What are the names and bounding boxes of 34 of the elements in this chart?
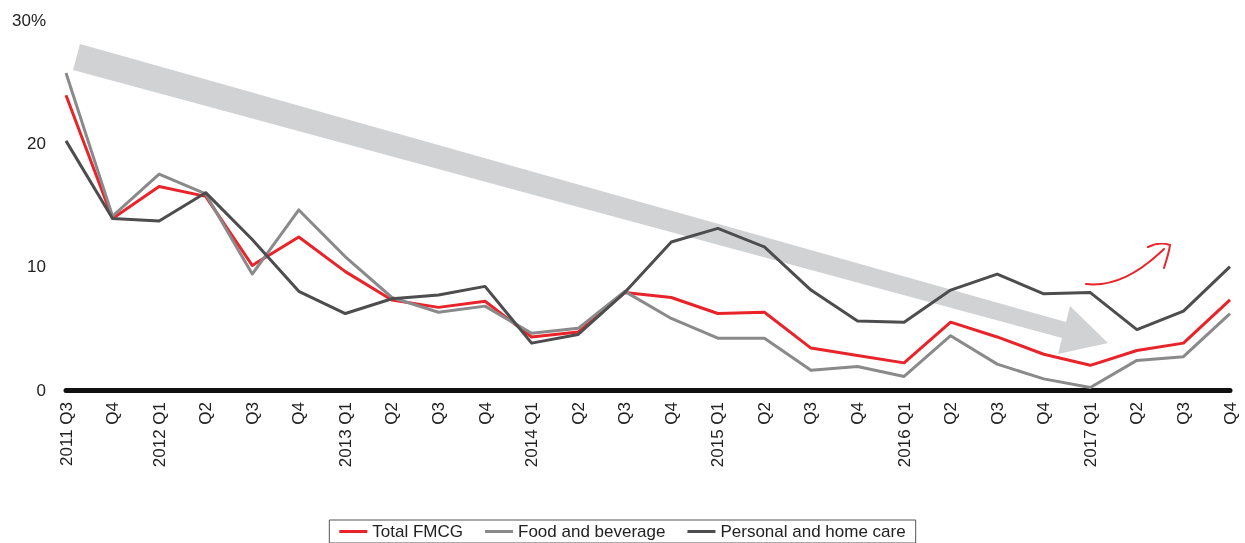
x-tick-label: Q4 bbox=[661, 402, 681, 425]
x-tick-label: 2015 Q1 bbox=[708, 402, 728, 468]
x-tick-label: Q2 bbox=[1127, 402, 1147, 425]
x-tick-label: 2014 Q1 bbox=[522, 402, 542, 468]
legend-label: Food and beverage bbox=[518, 522, 666, 541]
x-tick-label: Q2 bbox=[754, 402, 774, 425]
x-tick-label: 2012 Q1 bbox=[149, 402, 169, 468]
y-tick-label: 10 bbox=[27, 257, 46, 277]
x-tick-label: Q3 bbox=[615, 402, 635, 425]
x-tick-label: Q3 bbox=[987, 402, 1007, 425]
x-tick-label: Q2 bbox=[568, 402, 588, 425]
x-tick-label: 2017 Q1 bbox=[1080, 402, 1100, 468]
x-tick-label: Q2 bbox=[196, 402, 216, 425]
y-tick-label: 20 bbox=[27, 133, 46, 153]
x-tick-label: Q3 bbox=[1173, 402, 1193, 425]
x-tick-label: Q4 bbox=[475, 402, 495, 425]
x-tick-label: Q4 bbox=[289, 402, 309, 425]
x-tick-label: 2013 Q1 bbox=[335, 402, 355, 468]
x-tick-label: Q4 bbox=[1034, 402, 1054, 425]
line-series bbox=[64, 139, 1232, 345]
x-tick-label: Q3 bbox=[428, 402, 448, 425]
y-tick-label: 0 bbox=[36, 380, 46, 400]
x-tick-label: Q4 bbox=[103, 402, 123, 425]
x-tick-label: Q2 bbox=[382, 402, 402, 425]
legend-label: Personal and home care bbox=[720, 522, 906, 541]
x-tick-label: Q4 bbox=[848, 402, 868, 425]
x-tick-label: 2011 Q3 bbox=[56, 402, 76, 466]
y-tick-label: 30% bbox=[11, 10, 46, 30]
legend-label: Total FMCG bbox=[372, 522, 464, 541]
x-tick-label: Q2 bbox=[941, 402, 961, 425]
x-tick-label: Q3 bbox=[242, 402, 262, 425]
x-tick-label: 2016 Q1 bbox=[894, 402, 914, 468]
x-tick-label: Q4 bbox=[1220, 402, 1240, 425]
x-tick-label: Q3 bbox=[801, 402, 821, 425]
